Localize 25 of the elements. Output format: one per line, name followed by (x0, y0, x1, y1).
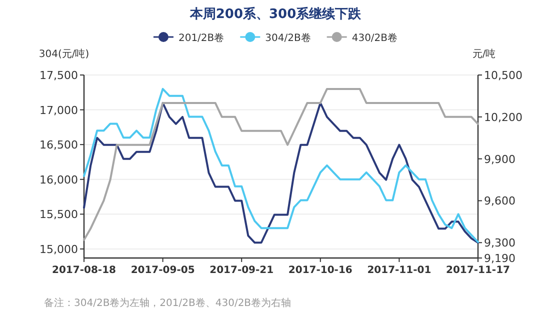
y-tick-label: 15,000 (40, 242, 78, 256)
y2-tick-label: 9,900 (484, 152, 516, 166)
y-tick-label: 16,000 (40, 173, 78, 186)
y-tick-label: 15,500 (40, 208, 78, 222)
x-tick-label: 2017-09-05 (130, 265, 195, 276)
legend-label: 304/2B卷 (265, 32, 311, 44)
y-tick-label: 17,000 (40, 104, 78, 117)
x-tick-label: 2017-11-17 (446, 265, 510, 276)
y-tick-label: 16,500 (40, 138, 78, 152)
y2-tick-label: 9,190 (484, 252, 516, 265)
text: 备注：304/2B卷为左轴，201/2B卷、430/2B卷为右轴 (44, 297, 292, 309)
x-tick-label: 2017-08-18 (52, 265, 116, 276)
chart-title: 本周200系、300系继续下跌 (188, 6, 362, 22)
legend-label: 201/2B卷 (178, 32, 224, 44)
y2-tick-label: 10,500 (484, 69, 522, 82)
x-tick-label: 2017-09-21 (210, 265, 274, 276)
x-tick-label: 2017-10-16 (288, 265, 352, 276)
y-tick-label: 17,500 (40, 69, 78, 82)
y2-tick-label: 9,600 (484, 194, 516, 208)
y2-tick-label: 9,300 (484, 236, 516, 250)
x-tick-label: 2017-11-01 (367, 265, 432, 276)
y2-tick-label: 10,200 (484, 110, 522, 124)
legend-label: 430/2B卷 (352, 32, 398, 44)
y-axis-title: 304(元/吨) (38, 48, 90, 60)
y2-axis-title: 元/吨 (472, 48, 496, 60)
